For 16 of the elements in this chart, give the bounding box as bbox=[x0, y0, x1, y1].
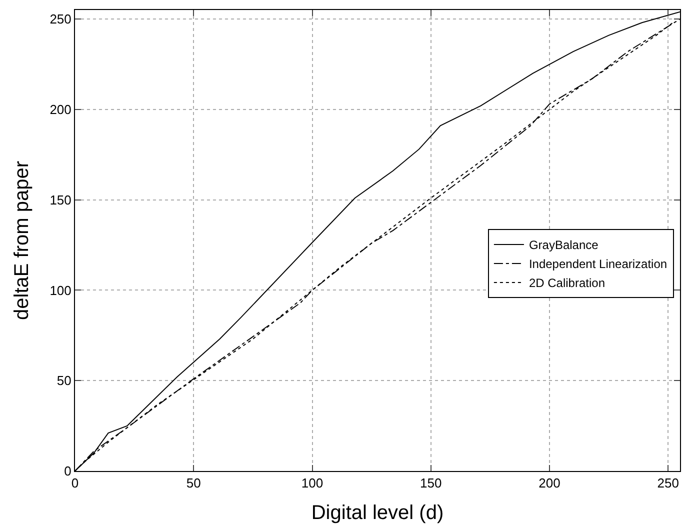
y-tick-label: 100 bbox=[50, 282, 72, 298]
legend-label: Independent Linearization bbox=[528, 257, 668, 272]
x-tick-label: 250 bbox=[657, 476, 679, 491]
x-tick-label: 200 bbox=[538, 476, 560, 491]
x-tick-label: 150 bbox=[420, 476, 442, 491]
y-tick-label: 0 bbox=[64, 464, 72, 479]
x-axis-title: Digital level (d) bbox=[311, 502, 444, 524]
y-tick-label: 150 bbox=[50, 192, 72, 208]
x-tick-label: 100 bbox=[301, 476, 324, 491]
x-tick-label: 50 bbox=[186, 476, 201, 491]
legend-label: 2D Calibration bbox=[528, 276, 605, 290]
legend-label: GrayBalance bbox=[528, 238, 599, 252]
y-axis-title: deltaE from paper bbox=[11, 160, 34, 320]
y-tick-label: 50 bbox=[56, 373, 72, 388]
y-tick-label: 200 bbox=[50, 102, 72, 117]
y-tick-label: 250 bbox=[50, 12, 72, 27]
